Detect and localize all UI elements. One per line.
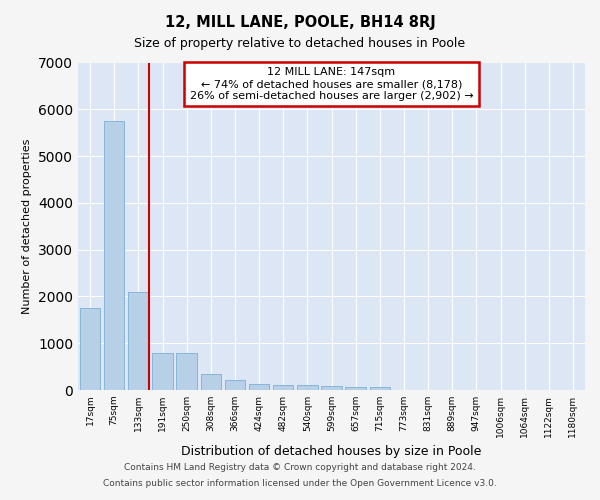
Text: 12, MILL LANE, POOLE, BH14 8RJ: 12, MILL LANE, POOLE, BH14 8RJ xyxy=(164,15,436,30)
Bar xyxy=(321,386,342,390)
Bar xyxy=(273,385,293,390)
Text: Contains public sector information licensed under the Open Government Licence v3: Contains public sector information licen… xyxy=(103,478,497,488)
Y-axis label: Number of detached properties: Number of detached properties xyxy=(22,138,32,314)
Bar xyxy=(297,385,317,390)
Bar xyxy=(152,352,173,390)
Bar xyxy=(224,380,245,390)
Bar xyxy=(249,384,269,390)
Bar xyxy=(128,292,149,390)
Bar xyxy=(370,386,390,390)
Text: 12 MILL LANE: 147sqm
← 74% of detached houses are smaller (8,178)
26% of semi-de: 12 MILL LANE: 147sqm ← 74% of detached h… xyxy=(190,68,473,100)
Text: Size of property relative to detached houses in Poole: Size of property relative to detached ho… xyxy=(134,38,466,51)
Bar xyxy=(176,352,197,390)
Bar xyxy=(104,121,124,390)
Bar xyxy=(80,308,100,390)
X-axis label: Distribution of detached houses by size in Poole: Distribution of detached houses by size … xyxy=(181,446,482,458)
Text: Contains HM Land Registry data © Crown copyright and database right 2024.: Contains HM Land Registry data © Crown c… xyxy=(124,464,476,472)
Bar xyxy=(346,386,366,390)
Bar xyxy=(200,374,221,390)
